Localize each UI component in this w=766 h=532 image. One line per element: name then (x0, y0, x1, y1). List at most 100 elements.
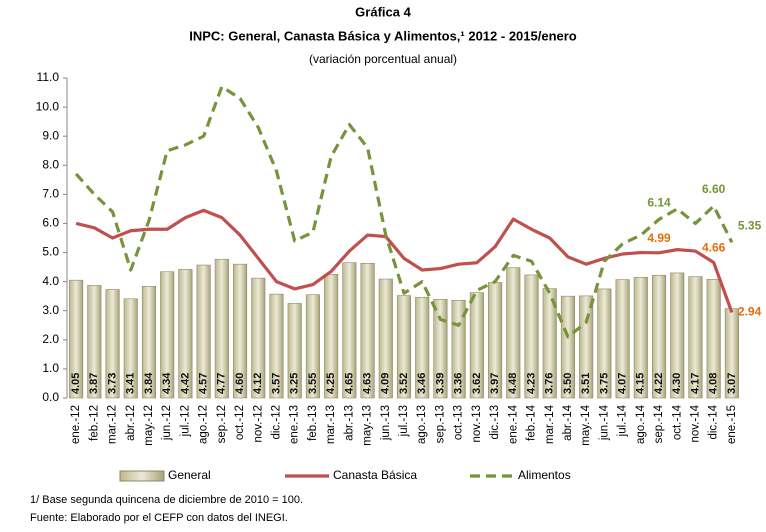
x-tick-label: nov.-14 (689, 404, 701, 442)
bar-label: 4.34 (161, 372, 173, 394)
x-tick-label: jul.-13 (398, 405, 410, 437)
x-tick-label: feb.-14 (526, 404, 538, 440)
bar (196, 264, 211, 399)
bar (506, 267, 521, 399)
x-tick-label: abr.-14 (562, 404, 574, 440)
bar-label: 4.12 (252, 373, 264, 394)
bar (542, 288, 557, 399)
bar-label: 3.07 (726, 373, 738, 394)
line (74, 85, 734, 339)
bar-label: 4.17 (689, 373, 701, 394)
bar-label: 4.48 (507, 373, 519, 394)
bar (615, 279, 630, 399)
x-tick-label: sep.-14 (653, 404, 665, 443)
x-tick-label: oct.-12 (234, 405, 246, 440)
bar (214, 258, 229, 399)
bar (269, 293, 284, 399)
y-tick-label: 6.0 (42, 216, 59, 230)
x-tick-label: jul.-14 (617, 404, 629, 437)
bar-label: 4.15 (635, 373, 647, 394)
x-tick-label: jun.-14 (598, 404, 610, 441)
y-tick-label: 4.0 (42, 274, 59, 288)
x-tick-label: nov.-12 (252, 405, 264, 443)
bar-label: 4.42 (179, 373, 191, 394)
legend-label: General (168, 468, 211, 482)
bar-label: 3.55 (307, 373, 319, 394)
chart-title: Gráfica 4 (355, 4, 411, 19)
bar-label: 3.62 (471, 373, 483, 394)
y-tick-label: 8.0 (42, 157, 59, 171)
bar (141, 285, 157, 399)
bar-label: 4.22 (653, 373, 665, 394)
bar (69, 279, 84, 399)
bar-label: 3.76 (544, 373, 556, 394)
point-label: 6.60 (702, 182, 726, 196)
bar (87, 285, 102, 399)
bar (579, 295, 594, 399)
bar-label: 3.51 (580, 373, 592, 394)
chart-subtitle: INPC: General, Canasta Básica y Alimento… (189, 28, 577, 43)
bar (160, 271, 175, 399)
bar (123, 298, 138, 399)
x-tick-label: sep.-13 (434, 405, 446, 443)
x-tick-label: mar.-13 (325, 405, 337, 444)
legend-label: Canasta Básica (333, 468, 417, 482)
x-tick-label: ene.-12 (70, 405, 82, 444)
bar-label: 3.41 (125, 373, 137, 394)
x-tick-label: sep.-12 (216, 405, 228, 443)
bar (651, 274, 667, 399)
bar (178, 269, 193, 399)
y-tick-label: 7.0 (42, 187, 59, 201)
x-tick-label: jun.-13 (380, 405, 392, 441)
bar-label: 4.63 (361, 373, 373, 394)
x-tick-label: jun.-12 (161, 405, 173, 441)
bar-label: 4.30 (671, 373, 683, 394)
bar-label: 4.65 (343, 373, 355, 394)
y-tick-label: 1.0 (42, 361, 59, 375)
x-tick-label: oct.-13 (453, 405, 465, 440)
bar (360, 263, 375, 399)
y-tick-label: 5.0 (42, 245, 59, 259)
point-label: 2.94 (738, 305, 762, 319)
x-tick-label: ene.-14 (507, 404, 519, 444)
x-tick-label: feb.-13 (307, 405, 319, 441)
footnote: 1/ Base segunda quincena de diciembre de… (30, 494, 303, 506)
bar (688, 276, 703, 399)
x-tick-label: feb.-12 (88, 405, 100, 441)
bar-label: 4.07 (617, 373, 629, 394)
bar (415, 297, 430, 399)
bar (305, 294, 320, 399)
x-tick-label: abr.-13 (343, 405, 355, 441)
bar-label: 3.75 (598, 373, 610, 394)
bar-label: 4.23 (525, 373, 537, 394)
x-tick-label: ago.-14 (635, 404, 647, 444)
y-tick-label: 0.0 (42, 390, 59, 404)
x-tick-label: jul.-12 (179, 405, 191, 437)
bar (378, 278, 393, 399)
x-tick-label: oct.-14 (671, 404, 683, 440)
bar (342, 262, 357, 399)
x-tick-label: may.-13 (362, 405, 374, 446)
bar-label: 3.50 (562, 373, 574, 394)
bar-label: 3.39 (434, 373, 446, 394)
bar-label: 3.52 (398, 373, 410, 394)
x-tick-label: ago.-12 (198, 405, 210, 444)
bar-label: 3.73 (106, 373, 118, 394)
x-tick-label: may.-14 (580, 404, 592, 445)
line (75, 208, 734, 314)
point-label: 5.35 (738, 219, 762, 233)
x-tick-label: nov.-13 (471, 405, 483, 443)
bar-label: 4.25 (325, 373, 337, 394)
x-tick-label: dic.-14 (708, 404, 720, 439)
bar-label: 3.84 (143, 372, 155, 394)
bar-label: 4.05 (70, 373, 82, 394)
bar (706, 279, 721, 399)
bar-label: 3.87 (88, 373, 100, 394)
bar-label: 4.77 (216, 373, 228, 394)
x-tick-label: abr.-12 (125, 405, 137, 441)
bar (324, 274, 339, 399)
bar (469, 292, 484, 399)
bar (396, 295, 412, 399)
bar-label: 4.08 (708, 373, 720, 394)
